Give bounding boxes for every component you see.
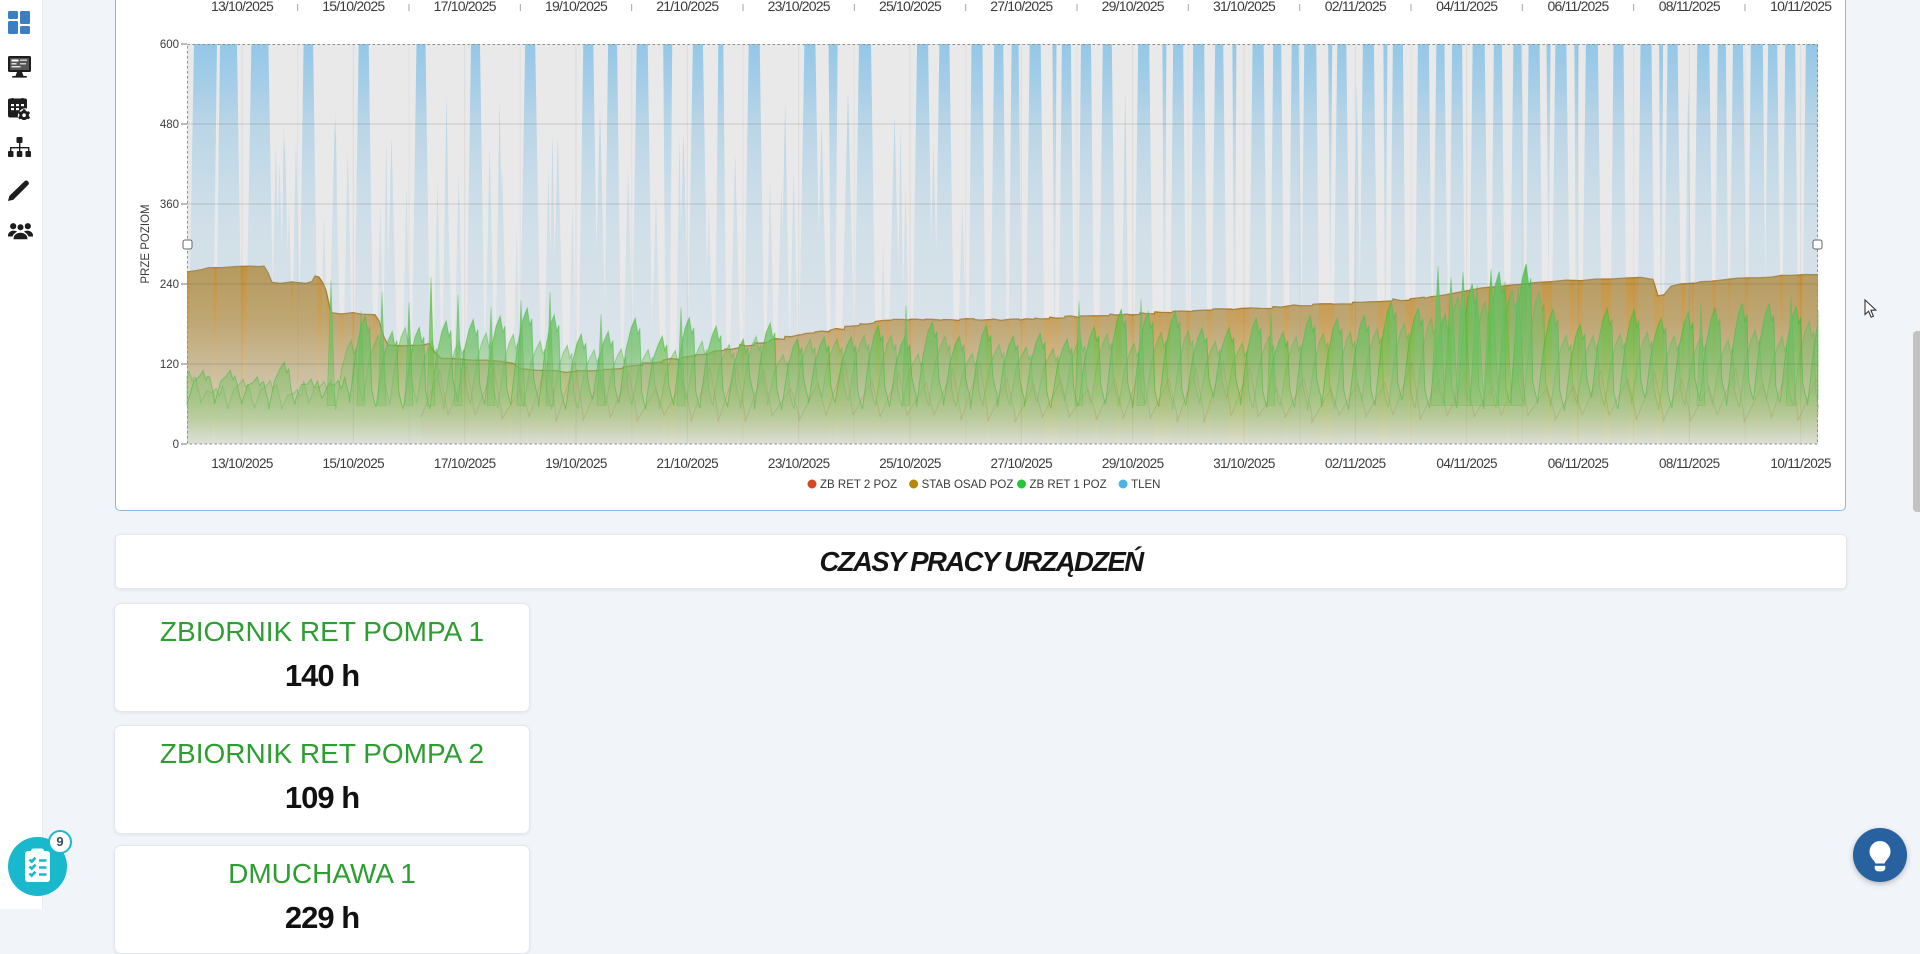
svg-text:25/10/2025: 25/10/2025 xyxy=(879,456,941,471)
svg-text:17/10/2025: 17/10/2025 xyxy=(434,1,497,14)
svg-text:10/11/2025: 10/11/2025 xyxy=(1770,1,1832,14)
svg-text:19/10/2025: 19/10/2025 xyxy=(545,1,608,14)
svg-text:23/10/2025: 23/10/2025 xyxy=(768,1,831,14)
svg-text:TLEN: TLEN xyxy=(1131,479,1160,491)
svg-text:21/10/2025: 21/10/2025 xyxy=(656,1,719,14)
svg-text:0: 0 xyxy=(173,439,179,451)
svg-text:15/10/2025: 15/10/2025 xyxy=(322,1,385,14)
svg-text:ZB RET 2 POZ: ZB RET 2 POZ xyxy=(820,479,897,491)
svg-text:29/10/2025: 29/10/2025 xyxy=(1102,1,1165,14)
svg-text:STAB OSAD POZ: STAB OSAD POZ xyxy=(922,479,1014,491)
svg-text:13/10/2025: 13/10/2025 xyxy=(211,456,273,471)
svg-text:29/10/2025: 29/10/2025 xyxy=(1102,456,1164,471)
svg-text:15/10/2025: 15/10/2025 xyxy=(323,456,385,471)
svg-text:600: 600 xyxy=(160,39,179,51)
svg-text:08/11/2025: 08/11/2025 xyxy=(1659,1,1721,14)
svg-text:04/11/2025: 04/11/2025 xyxy=(1436,456,1497,471)
svg-text:21/10/2025: 21/10/2025 xyxy=(657,456,719,471)
svg-text:31/10/2025: 31/10/2025 xyxy=(1213,1,1276,14)
svg-text:480: 480 xyxy=(160,119,179,131)
svg-text:27/10/2025: 27/10/2025 xyxy=(990,1,1053,14)
svg-text:31/10/2025: 31/10/2025 xyxy=(1213,456,1275,471)
svg-text:23/10/2025: 23/10/2025 xyxy=(768,456,830,471)
svg-text:06/11/2025: 06/11/2025 xyxy=(1547,1,1609,14)
svg-text:19/10/2025: 19/10/2025 xyxy=(545,456,607,471)
svg-text:17/10/2025: 17/10/2025 xyxy=(434,456,496,471)
svg-text:240: 240 xyxy=(160,279,179,291)
svg-text:360: 360 xyxy=(160,199,179,211)
svg-text:04/11/2025: 04/11/2025 xyxy=(1436,1,1498,14)
svg-text:02/11/2025: 02/11/2025 xyxy=(1325,1,1387,14)
svg-text:25/10/2025: 25/10/2025 xyxy=(879,1,942,14)
svg-text:06/11/2025: 06/11/2025 xyxy=(1548,456,1609,471)
svg-text:120: 120 xyxy=(160,359,179,371)
svg-text:13/10/2025: 13/10/2025 xyxy=(211,1,274,14)
svg-text:08/11/2025: 08/11/2025 xyxy=(1659,456,1720,471)
svg-text:02/11/2025: 02/11/2025 xyxy=(1325,456,1386,471)
svg-text:PRZE POZIOM: PRZE POZIOM xyxy=(140,204,152,283)
svg-text:ZB RET 1 POZ: ZB RET 1 POZ xyxy=(1030,479,1107,491)
svg-text:27/10/2025: 27/10/2025 xyxy=(991,456,1053,471)
svg-text:10/11/2025: 10/11/2025 xyxy=(1770,456,1831,471)
